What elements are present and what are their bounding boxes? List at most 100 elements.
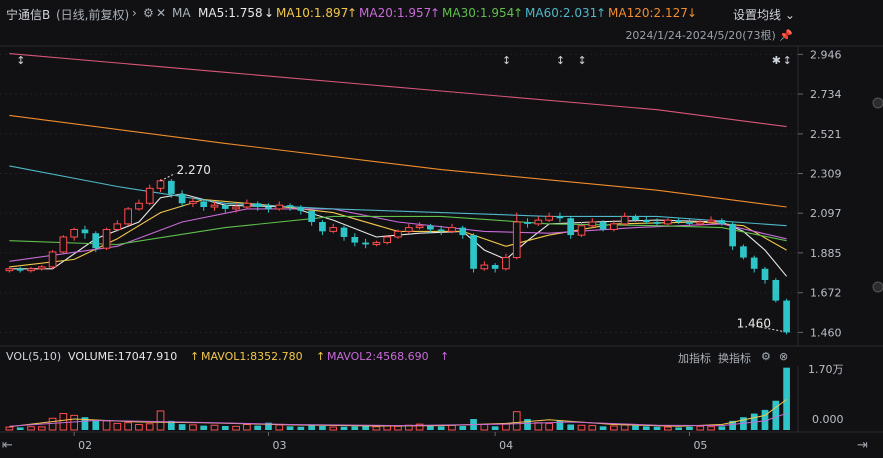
mavol2-value: MAVOL2:4568.690 <box>327 350 429 363</box>
volume-bar <box>480 424 489 431</box>
candle-body <box>200 201 208 208</box>
candle-body <box>372 242 381 245</box>
candle-body <box>156 180 165 189</box>
candle <box>200 199 208 211</box>
chevron-right-icon[interactable]: › <box>132 6 137 20</box>
volume-bar <box>275 424 284 431</box>
candle <box>610 220 618 232</box>
candle-body <box>167 180 175 194</box>
ma-settings-button[interactable]: 设置均线 ⌄ <box>733 8 795 22</box>
candle-body <box>5 268 14 272</box>
candle <box>470 233 477 273</box>
candle-body <box>470 235 477 269</box>
candle <box>675 218 683 224</box>
candle-body <box>610 223 618 230</box>
arrow-up-icon: ↑ <box>596 6 607 20</box>
candle-body <box>620 215 629 225</box>
candle <box>308 208 315 226</box>
volume-bar <box>783 367 790 430</box>
volume-bar <box>545 422 553 431</box>
volume-value: VOLUME:17047.910 <box>68 350 178 363</box>
y-tick-label: 2.097 <box>810 207 842 220</box>
volume-bar <box>232 425 240 431</box>
candle <box>59 235 68 254</box>
candle-body <box>59 236 68 253</box>
candle <box>707 216 715 224</box>
candle <box>577 222 586 237</box>
candle <box>761 266 769 284</box>
volume-bar <box>707 426 715 431</box>
volume-bars <box>0 367 883 433</box>
candle-body <box>686 222 693 224</box>
candle <box>740 244 747 260</box>
close-icon[interactable]: ✕ <box>156 6 167 20</box>
candle <box>16 266 24 273</box>
swap-indicator-button[interactable]: 换指标 <box>718 352 751 365</box>
candle <box>113 220 122 232</box>
candle <box>599 220 607 232</box>
candle <box>686 218 693 226</box>
volume-bar <box>642 426 650 430</box>
volume-bar <box>696 425 705 431</box>
stock-name[interactable]: 宁通信B <box>6 8 51 22</box>
candle-body <box>351 236 359 243</box>
candle-body <box>189 200 197 204</box>
close-icon[interactable]: ⊗ <box>779 350 789 363</box>
candle-body <box>512 221 521 259</box>
volume-bar <box>167 420 175 430</box>
candle-body <box>178 193 186 204</box>
volume-bar <box>491 426 499 430</box>
price-grid <box>0 45 883 347</box>
candle-body <box>577 225 586 236</box>
vol-indicator-name[interactable]: VOL(5,10) <box>6 350 62 363</box>
add-indicator-button[interactable]: 加指标 <box>678 352 711 365</box>
candle <box>351 233 359 247</box>
date-axis: 02 03 04 05 ⇤ ⇥ <box>2 432 868 453</box>
volume-bar <box>620 424 629 431</box>
candle <box>5 266 14 273</box>
pin-icon[interactable]: 📌 <box>779 29 793 42</box>
candle-body <box>653 222 661 224</box>
scroll-handle <box>872 281 883 293</box>
x-tick-label: 04 <box>499 439 513 452</box>
candle <box>480 261 489 271</box>
candle-body <box>340 227 348 237</box>
candle <box>718 218 726 226</box>
arrow-down-icon: ↓ <box>687 6 698 20</box>
volume-bar <box>286 426 294 430</box>
volume-tick-label: 1.70万 <box>808 363 844 376</box>
mavol2-line <box>9 412 787 427</box>
x-tick-label: 03 <box>272 439 286 452</box>
x-tick-label: 05 <box>693 439 707 452</box>
volume-bar <box>718 426 726 430</box>
candle <box>459 225 467 239</box>
candle-body <box>124 208 132 225</box>
candle <box>664 218 672 226</box>
candle-body <box>696 221 705 225</box>
y-tick-label: 2.734 <box>810 88 842 101</box>
volume-bar <box>178 424 186 430</box>
y-tick-label: 2.946 <box>810 48 842 61</box>
gear-icon[interactable]: ⚙ <box>143 6 154 20</box>
price-annotation: 2.270 <box>160 163 211 182</box>
volume-bar <box>577 424 586 431</box>
volume-bar <box>675 427 683 430</box>
candle <box>189 197 197 208</box>
price-annotation: 1.460 <box>737 316 783 332</box>
volume-bar <box>254 425 262 430</box>
event-markers[interactable]: ↕ ↕ ↕ ↕ ✱ ↕ <box>16 54 792 67</box>
candle <box>329 223 338 234</box>
candle <box>394 229 402 239</box>
volume-bar <box>308 425 315 430</box>
candle-body <box>524 222 531 224</box>
y-tick-label: 2.521 <box>810 128 842 141</box>
date-range-label: 2024/1/24-2024/5/20(73根) <box>625 29 776 42</box>
ma_top-line <box>9 53 787 128</box>
gear-icon[interactable]: ⚙ <box>761 350 771 363</box>
volume-bar <box>265 422 272 430</box>
y-tick-label: 1.885 <box>810 247 842 260</box>
candle <box>448 223 456 234</box>
volume-bar <box>135 424 143 431</box>
scroll-left-icon: ⇤ <box>2 438 13 453</box>
